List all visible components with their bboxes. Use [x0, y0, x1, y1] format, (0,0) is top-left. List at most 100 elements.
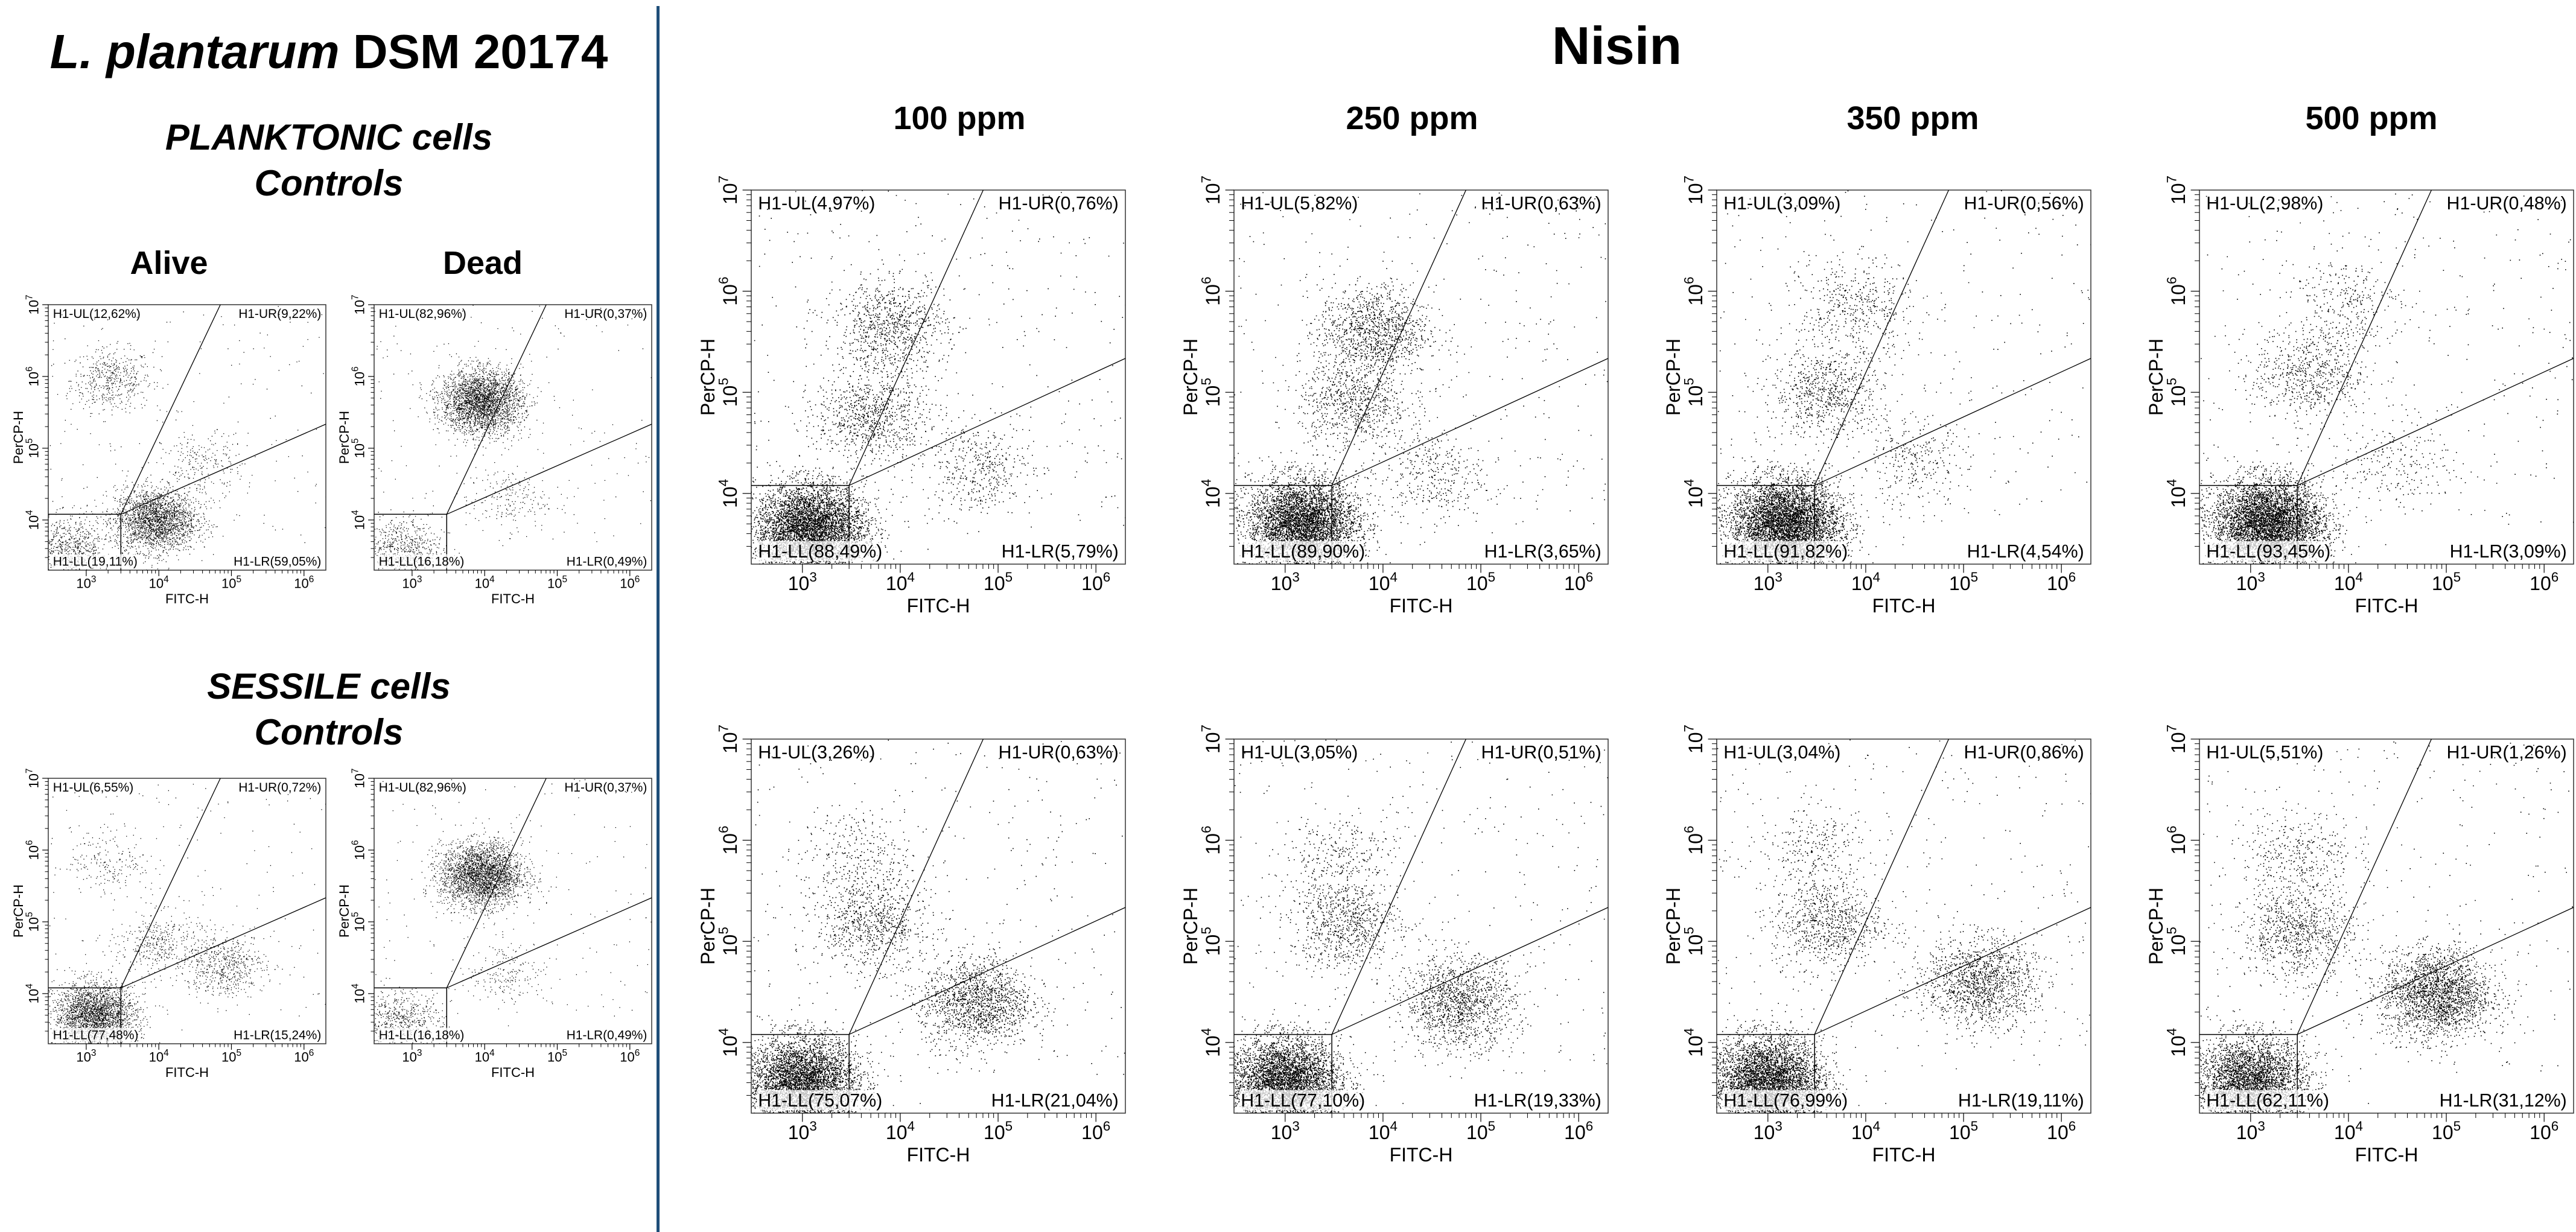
y-tick-label: 104: [351, 983, 367, 1003]
quadrant-label-ll: H1-LL(75,07%): [758, 1090, 882, 1111]
x-tick-label: 103: [1271, 1119, 1300, 1143]
quadrant-label-ul: H1-UL(12,62%): [53, 307, 141, 321]
x-tick-label: 104: [475, 1048, 495, 1065]
quadrant-label-ur: H1-UR(0,37%): [564, 307, 647, 321]
y-axis-label: PerCP-H: [1662, 338, 1684, 416]
y-tick-label: 105: [716, 378, 741, 407]
quadrant-label-ul: H1-UL(5,82%): [1241, 193, 1358, 214]
quadrant-label-ll: H1-LL(16,18%): [379, 1028, 465, 1042]
plot-sessile-100ppm: H1-UL(3,26%) H1-UR(0,63%) H1-LL(75,07%) H1-…: [682, 724, 1128, 1186]
x-tick-label: 106: [294, 1048, 314, 1065]
x-tick-label: 104: [1369, 570, 1398, 594]
sessile-controls-label: Controls: [0, 710, 658, 755]
y-tick-label: 105: [1682, 927, 1706, 956]
event-scatter: [32, 783, 326, 1070]
quadrant-line-lower: [447, 898, 652, 988]
plot-frame: [48, 305, 326, 570]
quadrant-line-lower: [2297, 907, 2574, 1035]
event-dots: [32, 783, 326, 1070]
plot-frame: [751, 739, 1125, 1113]
y-tick-label: 107: [1682, 725, 1706, 754]
y-tick-label: 104: [1199, 1028, 1224, 1057]
plot-frame: [374, 305, 652, 570]
quadrant-line-lower: [1332, 907, 1608, 1035]
y-tick-label: 105: [25, 912, 42, 932]
x-tick-label: 105: [547, 574, 567, 591]
plot-frame: [751, 190, 1125, 564]
col-dead-label: Dead: [398, 244, 567, 282]
x-tick-label: 103: [76, 574, 96, 591]
x-tick-label: 105: [2432, 1119, 2461, 1143]
x-axis-label: FITC-H: [907, 595, 970, 617]
planktonic-controls-label: Controls: [0, 160, 658, 206]
y-tick-label: 104: [351, 510, 367, 530]
plot-planktonic-500ppm: H1-UL(2,98%) H1-UR(0,48%) H1-LL(93,45%) H1-…: [2130, 175, 2576, 637]
y-tick-label: 107: [1199, 176, 1224, 205]
x-tick-label: 106: [294, 574, 314, 591]
conc-label-100: 100 ppm: [839, 100, 1080, 137]
planktonic-label: PLANKTONIC cells: [0, 115, 658, 160]
quadrant-label-ur: H1-UR(0,56%): [1964, 193, 2084, 214]
y-tick-label: 106: [716, 277, 741, 306]
quadrant-label-ul: H1-UL(82,96%): [379, 781, 466, 795]
x-axis-label: FITC-H: [907, 1144, 970, 1166]
y-tick-label: 106: [351, 840, 367, 860]
y-axis-label: PerCP-H: [2145, 338, 2167, 416]
y-tick-label: 107: [716, 725, 741, 754]
quadrant-label-lr: H1-LR(4,54%): [1967, 541, 2084, 562]
y-axis-label: PerCP-H: [697, 887, 719, 965]
y-tick-label: 107: [2164, 176, 2189, 205]
y-tick-label: 105: [716, 927, 741, 956]
y-tick-label: 106: [25, 840, 42, 860]
quadrant-label-lr: H1-LR(31,12%): [2440, 1090, 2567, 1111]
y-tick-label: 107: [1682, 176, 1706, 205]
conc-label-350: 350 ppm: [1792, 100, 2034, 137]
x-tick-label: 104: [2334, 570, 2363, 594]
y-tick-label: 104: [716, 479, 741, 508]
sessile-heading: SESSILE cells Controls: [0, 664, 658, 755]
x-tick-label: 103: [2236, 1119, 2265, 1143]
quadrant-label-lr: H1-LR(5,79%): [1002, 541, 1119, 562]
y-tick-label: 105: [2164, 378, 2189, 407]
y-tick-label: 105: [351, 912, 367, 932]
quadrant-line-lower: [2297, 358, 2574, 486]
quadrant-label-ll: H1-LL(76,99%): [1723, 1090, 1848, 1111]
quadrant-label-ul: H1-UL(82,96%): [379, 307, 466, 321]
y-tick-label: 105: [2164, 927, 2189, 956]
x-axis-label: FITC-H: [491, 591, 535, 606]
x-tick-label: 103: [402, 1048, 422, 1065]
x-tick-label: 105: [221, 574, 241, 591]
quadrant-line-upper: [2297, 739, 2431, 1035]
x-axis-label: FITC-H: [491, 1065, 535, 1080]
quadrant-label-ll: H1-LL(93,45%): [2206, 541, 2330, 562]
y-axis-label: PerCP-H: [1180, 338, 1201, 416]
x-tick-label: 103: [2236, 570, 2265, 594]
quadrant-label-ul: H1-UL(5,51%): [2206, 742, 2323, 763]
y-tick-label: 106: [2164, 826, 2189, 855]
y-tick-label: 105: [1682, 378, 1706, 407]
y-tick-label: 105: [351, 438, 367, 458]
x-tick-label: 106: [1564, 1119, 1593, 1143]
y-axis-label: PerCP-H: [11, 411, 26, 464]
plot-sessile-250ppm: H1-UL(3,05%) H1-UR(0,51%) H1-LL(77,10%) H1-…: [1165, 724, 1611, 1186]
y-tick-label: 107: [1199, 725, 1224, 754]
quadrant-label-ll: H1-LL(88,49%): [758, 541, 882, 562]
quadrant-label-ur: H1-UR(1,26%): [2447, 742, 2567, 763]
quadrant-label-ul: H1-UL(3,05%): [1241, 742, 1358, 763]
x-tick-label: 104: [149, 1048, 169, 1065]
y-tick-label: 106: [2164, 277, 2189, 306]
y-tick-label: 104: [1199, 479, 1224, 508]
y-axis-label: PerCP-H: [1180, 887, 1201, 965]
y-tick-label: 104: [25, 983, 42, 1003]
x-tick-label: 104: [1851, 570, 1880, 594]
sessile-label: SESSILE cells: [0, 664, 658, 710]
quadrant-label-ur: H1-UR(0,37%): [564, 781, 647, 795]
y-tick-label: 104: [1682, 479, 1706, 508]
x-axis-label: FITC-H: [165, 1065, 209, 1080]
y-tick-label: 104: [716, 1028, 741, 1057]
quadrant-label-ul: H1-UL(3,26%): [758, 742, 875, 763]
quadrant-line-upper: [121, 305, 220, 514]
x-tick-label: 105: [1466, 570, 1495, 594]
x-tick-label: 105: [984, 1119, 1013, 1143]
y-axis-label: PerCP-H: [697, 338, 719, 416]
